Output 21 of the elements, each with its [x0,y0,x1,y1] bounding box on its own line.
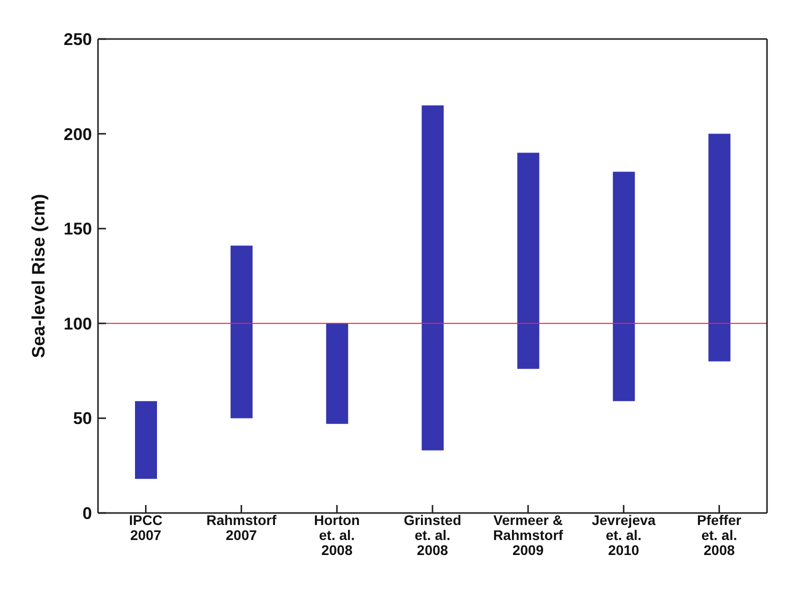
bar [708,134,730,362]
bar [326,323,348,424]
bar [517,152,540,369]
x-tick-label: Vermeer & Rahmstorf 2009 [493,512,564,558]
bar [135,401,157,479]
y-tick-label: 50 [73,409,92,428]
bar [422,105,444,450]
y-tick-label: 150 [64,220,92,239]
x-tick-label: Jevrejeva et. al. 2010 [592,512,656,558]
y-tick-label: 200 [64,124,92,144]
x-tick-label: Pfeffer et. al. 2008 [697,512,742,558]
x-tick-label: IPCC 2007 [129,512,163,543]
y-axis-title: Sea-level Rise (cm) [28,194,48,358]
x-tick-label: Grinsted et. al. 2008 [404,512,462,558]
bar [230,246,253,418]
bar [612,172,635,402]
x-tick-label: Rahmstorf 2007 [206,512,277,543]
y-tick-label: 250 [64,30,92,50]
x-tick-label: Horton et. al. 2008 [314,512,360,558]
y-tick-label: 100 [64,314,92,334]
y-tick-label: 0 [82,504,92,524]
